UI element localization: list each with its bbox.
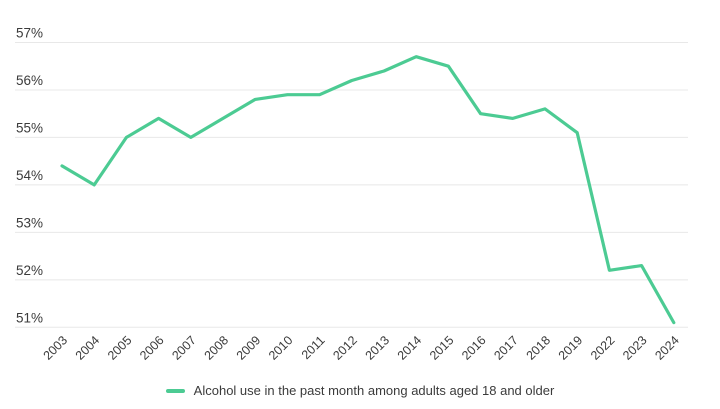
x-axis-label: 2022 <box>588 333 618 363</box>
y-axis-label: 54% <box>16 168 43 183</box>
x-axis-label: 2003 <box>41 333 71 363</box>
legend-label: Alcohol use in the past month among adul… <box>193 383 555 398</box>
x-axis-label: 2011 <box>299 333 328 362</box>
chart-legend: Alcohol use in the past month among adul… <box>0 372 720 409</box>
x-axis-label: 2023 <box>620 333 650 363</box>
x-axis-label: 2024 <box>652 333 682 363</box>
y-axis-label: 53% <box>16 215 43 230</box>
y-axis-label: 55% <box>16 120 43 135</box>
x-axis-label: 2012 <box>330 333 360 363</box>
y-axis-label: 52% <box>16 263 43 278</box>
data-line <box>60 55 676 325</box>
x-axis-label: 2006 <box>137 333 167 363</box>
y-axis-label: 57% <box>16 25 43 40</box>
x-axis-label: 2013 <box>363 333 393 363</box>
x-axis-label: 2008 <box>202 333 232 363</box>
x-axis-label: 2015 <box>427 333 457 363</box>
x-axis-label: 2007 <box>169 333 199 363</box>
x-axis-label: 2019 <box>556 333 586 363</box>
x-axis-label: 2016 <box>459 333 489 363</box>
x-axis-label: 2004 <box>73 333 103 363</box>
x-axis-label: 2010 <box>266 333 296 363</box>
y-axis-label: 56% <box>16 73 43 88</box>
x-axis-label: 2005 <box>105 333 135 363</box>
x-axis-label: 2009 <box>234 333 264 363</box>
y-axis-label: 51% <box>16 310 43 325</box>
x-axis-label: 2017 <box>491 333 521 363</box>
legend-line-swatch <box>165 388 185 393</box>
x-axis-label: 2018 <box>524 333 554 363</box>
line-chart-plot: 57%56%55%54%53%52%51%2003 2004 2005 2006 200… <box>15 25 688 363</box>
x-axis-label: 2014 <box>395 333 425 363</box>
